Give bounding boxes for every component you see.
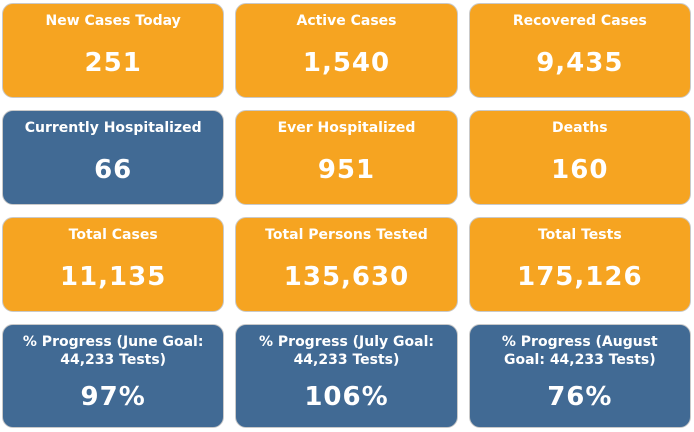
- tile: Currently Hospitalized 66: [2, 110, 225, 205]
- tile-title: Ever Hospitalized: [277, 120, 416, 136]
- tile-value: 135,630: [283, 261, 410, 292]
- tile-value: 97%: [80, 382, 146, 412]
- tile-title: % Progress (July Goal: 44,233 Tests): [259, 334, 434, 368]
- tile: % Progress (June Goal: 44,233 Tests) 97%: [2, 324, 225, 428]
- tile: Total Cases 11,135: [2, 217, 225, 312]
- tile-value: 66: [94, 154, 133, 185]
- tile: Recovered Cases 9,435: [468, 3, 691, 98]
- tile: Active Cases 1,540: [235, 3, 458, 98]
- tile-value: 11,135: [59, 261, 167, 292]
- tile-title: Total Tests: [537, 227, 622, 243]
- tile-title: Currently Hospitalized: [24, 120, 202, 136]
- tile-value: 175,126: [517, 261, 643, 292]
- tile: % Progress (August Goal: 44,233 Tests) 76…: [468, 324, 691, 428]
- tile-title: Deaths: [552, 120, 608, 136]
- tile-value: 106%: [304, 382, 389, 412]
- tile-title: % Progress (June Goal: 44,233 Tests): [22, 334, 204, 368]
- tile-value: 160: [551, 154, 609, 185]
- tile-title: Active Cases: [296, 13, 397, 29]
- tile-title: % Progress (August Goal: 44,233 Tests): [501, 334, 658, 368]
- tile: Total Tests 175,126: [468, 217, 691, 312]
- tile-value: 9,435: [536, 47, 624, 78]
- tile-title: Recovered Cases: [512, 13, 647, 29]
- tile: New Cases Today 251: [2, 3, 225, 98]
- tile-value: 251: [84, 47, 142, 78]
- tile: % Progress (July Goal: 44,233 Tests) 106%: [235, 324, 458, 428]
- tile-title: New Cases Today: [45, 13, 181, 29]
- tile-value: 76%: [547, 382, 613, 412]
- tile: Total Persons Tested 135,630: [235, 217, 458, 312]
- tile-title: Total Cases: [68, 227, 158, 243]
- tile-value: 1,540: [302, 47, 391, 78]
- tile: Ever Hospitalized 951: [235, 110, 458, 205]
- tile-title: Total Persons Tested: [265, 227, 428, 243]
- tile-value: 951: [317, 154, 376, 185]
- tile: Deaths 160: [468, 110, 691, 205]
